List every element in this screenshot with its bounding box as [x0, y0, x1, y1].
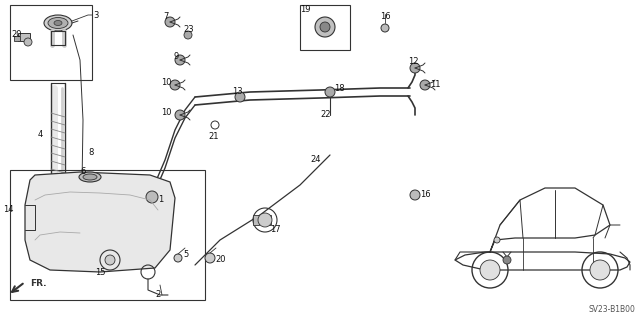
Circle shape — [146, 191, 158, 203]
Circle shape — [494, 237, 500, 243]
Text: 8: 8 — [88, 148, 93, 157]
Text: SV23-B1B00: SV23-B1B00 — [588, 305, 635, 314]
Bar — [265, 215, 271, 225]
Circle shape — [165, 17, 175, 27]
Text: 10: 10 — [161, 108, 172, 117]
Text: 23: 23 — [183, 25, 194, 34]
Text: 20: 20 — [215, 255, 225, 264]
Text: 2: 2 — [155, 290, 160, 299]
Circle shape — [480, 260, 500, 280]
Text: 18: 18 — [334, 84, 344, 93]
Text: 14: 14 — [3, 205, 13, 214]
Bar — [10, 5, 92, 80]
Ellipse shape — [83, 174, 97, 180]
Ellipse shape — [79, 172, 101, 182]
Text: 9: 9 — [173, 52, 179, 61]
Circle shape — [590, 260, 610, 280]
Circle shape — [175, 55, 185, 65]
Circle shape — [503, 256, 511, 264]
Ellipse shape — [48, 18, 68, 28]
Text: 3: 3 — [93, 11, 99, 20]
Bar — [300, 5, 350, 50]
Circle shape — [325, 87, 335, 97]
Text: 7: 7 — [163, 12, 168, 21]
Text: 4: 4 — [38, 130, 44, 139]
Bar — [253, 215, 259, 225]
Circle shape — [410, 63, 420, 73]
Text: 15: 15 — [95, 268, 106, 277]
Circle shape — [170, 80, 180, 90]
Circle shape — [105, 255, 115, 265]
Circle shape — [175, 110, 185, 120]
Text: 13: 13 — [232, 87, 243, 96]
Circle shape — [184, 31, 192, 39]
Text: 11: 11 — [430, 80, 440, 89]
Text: 12: 12 — [408, 57, 419, 66]
Text: 19: 19 — [300, 5, 310, 14]
Circle shape — [410, 190, 420, 200]
Text: 1: 1 — [158, 195, 163, 204]
Circle shape — [205, 253, 215, 263]
Polygon shape — [25, 172, 175, 272]
Bar — [10, 170, 205, 300]
Text: 5: 5 — [183, 250, 188, 259]
Circle shape — [381, 24, 389, 32]
Bar — [18, 33, 30, 41]
Circle shape — [320, 22, 330, 32]
Text: 6: 6 — [80, 167, 85, 176]
Circle shape — [24, 38, 32, 46]
Circle shape — [235, 92, 245, 102]
Circle shape — [315, 17, 335, 37]
Text: 22: 22 — [320, 110, 330, 119]
Ellipse shape — [54, 20, 62, 26]
Ellipse shape — [44, 15, 72, 31]
Text: 20: 20 — [11, 30, 22, 39]
Ellipse shape — [51, 175, 65, 181]
Bar — [14, 36, 20, 41]
Text: 24: 24 — [310, 155, 321, 164]
Text: FR.: FR. — [30, 279, 47, 288]
Text: 21: 21 — [208, 132, 218, 141]
Circle shape — [420, 80, 430, 90]
Text: 10: 10 — [161, 78, 172, 87]
Circle shape — [174, 254, 182, 262]
Text: 16: 16 — [380, 12, 390, 21]
Circle shape — [258, 213, 272, 227]
Text: 16: 16 — [420, 190, 431, 199]
Text: 17: 17 — [270, 225, 280, 234]
